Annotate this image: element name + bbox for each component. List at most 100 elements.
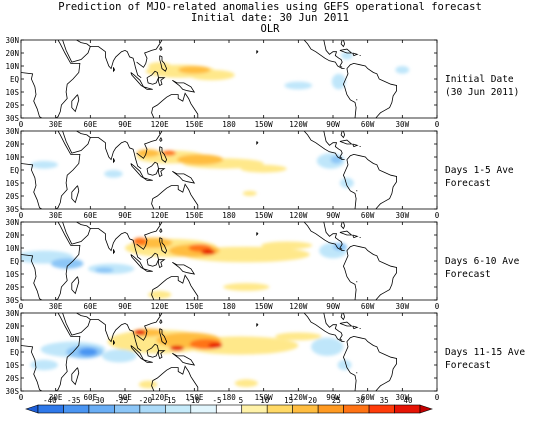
lon-label: 90E: [118, 302, 132, 311]
lon-label: 120W: [289, 211, 308, 220]
coastline: [346, 335, 397, 391]
lon-label: 60W: [361, 393, 375, 402]
lat-label: 10N: [5, 153, 19, 162]
lon-label: 60E: [84, 211, 98, 220]
lon-label: 120W: [289, 302, 308, 311]
title-line-2: Initial date: 30 Jun 2011: [190, 12, 350, 24]
lon-label: 120W: [289, 393, 308, 402]
coastline: [323, 40, 343, 68]
anomaly-blob: [94, 267, 114, 273]
anomaly-shading: [21, 237, 347, 299]
anomaly-blob: [170, 345, 184, 351]
lon-label: 30E: [49, 211, 63, 220]
coastline: [352, 325, 359, 330]
colorbar-right-arrow: [419, 404, 433, 414]
lon-label: 0: [19, 120, 24, 129]
coastline: [159, 237, 168, 254]
coastline: [21, 345, 42, 391]
anomaly-blob: [133, 237, 147, 246]
coastline: [158, 77, 166, 87]
lon-label: 150E: [185, 302, 204, 311]
lon-label: 30E: [49, 302, 63, 311]
coastline: [303, 222, 345, 251]
lon-label: 180: [222, 393, 236, 402]
coastline: [152, 365, 199, 391]
lon-label: 120E: [151, 211, 170, 220]
anomaly-blob: [148, 62, 172, 70]
colorbar-level-label: -25: [115, 396, 129, 405]
coastline: [340, 131, 346, 139]
lon-label: 30E: [49, 393, 63, 402]
coastline: [339, 321, 353, 327]
lon-label: 90E: [118, 393, 132, 402]
lon-label: 0: [435, 211, 440, 220]
lon-label: 0: [435, 393, 440, 402]
lon-label: 30E: [49, 120, 63, 129]
coastline: [342, 341, 357, 391]
colorbar-bin: [317, 404, 344, 414]
colorbar-bin: [368, 404, 395, 414]
lat-label: 30S: [5, 205, 19, 214]
coastline: [143, 268, 153, 272]
coastline: [113, 158, 116, 164]
lat-label: 30S: [5, 114, 19, 123]
coastline: [113, 249, 116, 255]
anomaly-blob: [275, 332, 322, 341]
coastline: [90, 319, 142, 352]
coastline: [339, 139, 353, 145]
coastline: [151, 380, 155, 391]
coastline: [323, 222, 343, 250]
lon-label: 60W: [361, 211, 375, 220]
colorbar-bin: [241, 404, 268, 414]
anomaly-blob: [51, 258, 84, 269]
anomaly-blob: [330, 155, 343, 164]
title-line-1: Prediction of MJO-related anomalies usin…: [58, 1, 482, 13]
colorbar-bin: [266, 404, 293, 414]
coastline: [136, 40, 163, 68]
coastline: [352, 143, 359, 148]
anomaly-blob: [208, 342, 223, 349]
anomaly-blob: [148, 290, 172, 299]
coastline: [159, 137, 163, 143]
coastline: [172, 170, 196, 184]
anomaly-blob: [223, 283, 270, 291]
anomaly-blob: [395, 66, 410, 74]
anomaly-blob: [78, 348, 98, 356]
coastline: [71, 276, 80, 295]
colorbar-level-label: -40: [43, 396, 57, 405]
coastline: [71, 94, 80, 113]
coastline: [136, 222, 163, 250]
anomaly-blob: [261, 241, 313, 250]
colorbar-bin: [37, 404, 64, 414]
coastline: [55, 40, 81, 118]
lon-label: 90E: [118, 120, 132, 129]
coastline: [342, 68, 357, 118]
anomaly-blob: [341, 51, 353, 60]
coastline: [340, 222, 346, 230]
colorbar-level-label: 20: [308, 396, 318, 405]
coastline: [158, 168, 166, 178]
colorbar-level-label: 35: [380, 396, 389, 405]
panel-label-days-1-5: Days 1-5 Ave Forecast: [445, 165, 514, 189]
coastline: [171, 36, 173, 39]
colorbar-level-label: -30: [91, 396, 105, 405]
coastline: [159, 146, 168, 163]
coastline: [171, 127, 173, 130]
coastline: [303, 40, 345, 69]
lat-label: 20S: [5, 101, 19, 110]
coastline: [303, 131, 345, 160]
lat-label: 20S: [5, 192, 19, 201]
lat-label: 10S: [5, 88, 19, 97]
coastline: [171, 309, 173, 312]
anomaly-blob: [242, 190, 257, 196]
coastline: [152, 92, 199, 118]
lat-label: 20S: [5, 374, 19, 383]
colorbar-bin: [190, 404, 217, 414]
coastline: [113, 340, 116, 346]
colorbar-level-label: -10: [186, 396, 200, 405]
coastline: [159, 55, 168, 72]
lat-label: EQ: [10, 75, 20, 84]
